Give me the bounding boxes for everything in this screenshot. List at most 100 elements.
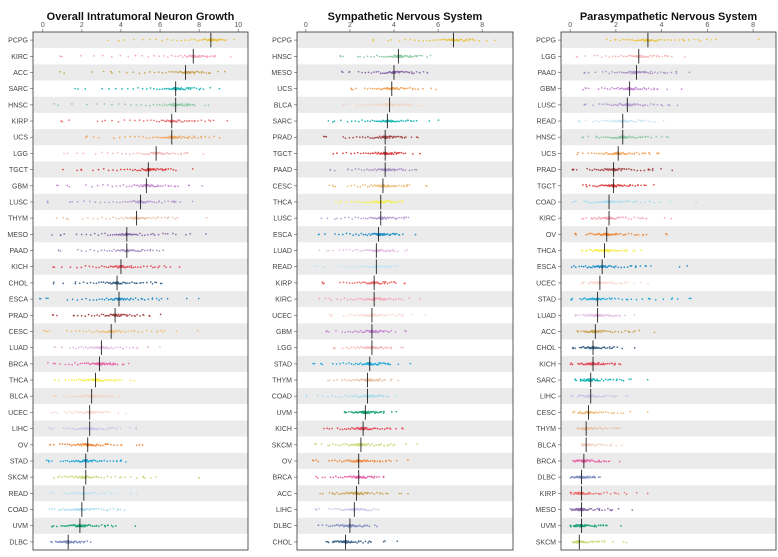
data-point [435, 88, 437, 91]
data-point [128, 217, 130, 220]
data-point [103, 491, 106, 494]
data-point [86, 347, 89, 350]
series-PRAD [51, 313, 162, 318]
data-point [67, 493, 70, 495]
data-point [197, 476, 200, 479]
data-point [371, 459, 374, 462]
data-point [134, 297, 137, 299]
data-point [86, 103, 88, 106]
data-point [373, 56, 375, 58]
data-point [207, 104, 210, 107]
data-point [114, 346, 117, 349]
data-point [142, 217, 145, 219]
category-label: ESCA [273, 232, 292, 239]
data-point [392, 185, 395, 188]
data-point [111, 185, 114, 188]
data-point [332, 153, 335, 155]
data-point [369, 87, 371, 90]
data-point [325, 250, 328, 252]
data-point [78, 540, 81, 543]
data-point [89, 524, 92, 527]
data-point [362, 281, 364, 284]
data-point [138, 119, 141, 121]
data-point [408, 184, 411, 186]
data-point [180, 39, 183, 42]
data-point [390, 266, 392, 269]
data-point [654, 40, 657, 42]
data-point [370, 216, 373, 219]
data-point [382, 330, 385, 332]
data-point [158, 88, 161, 91]
data-point [122, 184, 125, 186]
data-point [70, 460, 73, 463]
data-point [367, 509, 370, 512]
data-point [344, 443, 347, 445]
data-point [377, 70, 380, 73]
data-point [410, 136, 413, 139]
data-point [363, 331, 366, 333]
data-point [125, 266, 128, 268]
data-point [115, 233, 118, 236]
data-point [108, 249, 111, 252]
data-point [342, 443, 345, 446]
data-point [102, 167, 105, 170]
data-point [363, 525, 366, 527]
data-point [388, 281, 391, 284]
data-point [129, 475, 132, 478]
data-point [155, 120, 158, 123]
data-point [79, 443, 82, 446]
data-point [413, 39, 416, 41]
data-point [87, 378, 89, 381]
data-point [85, 362, 88, 365]
data-point [110, 396, 112, 398]
data-point [95, 475, 98, 478]
data-point [621, 38, 624, 41]
data-point [117, 313, 120, 316]
data-point [372, 169, 374, 172]
data-point [96, 443, 98, 446]
data-point [325, 524, 328, 527]
data-point [137, 184, 139, 187]
data-point [364, 347, 367, 350]
data-point [410, 71, 413, 73]
data-point [145, 88, 148, 90]
data-point [332, 185, 335, 188]
data-point [96, 314, 98, 316]
data-point [106, 524, 109, 527]
data-point [47, 427, 50, 429]
data-point [339, 281, 341, 284]
data-point [72, 460, 75, 462]
data-point [149, 87, 152, 89]
data-point [165, 104, 168, 107]
data-point [153, 119, 155, 122]
data-point [336, 217, 338, 220]
data-point [196, 70, 199, 73]
data-point [168, 70, 170, 73]
data-point [370, 72, 373, 74]
data-point [365, 460, 368, 463]
row-band [33, 517, 248, 534]
data-point [66, 459, 69, 462]
data-point [345, 363, 348, 365]
data-point [402, 299, 404, 301]
data-point [131, 281, 133, 283]
data-point [364, 265, 367, 268]
data-point [179, 201, 181, 203]
data-point [332, 443, 334, 445]
data-point [100, 281, 103, 283]
data-point [79, 411, 82, 414]
data-point [129, 200, 131, 203]
data-point [115, 428, 117, 431]
row-band [33, 485, 248, 502]
data-point [157, 168, 160, 171]
data-point [371, 152, 374, 154]
data-point [600, 56, 603, 58]
data-point [160, 297, 163, 300]
data-point [354, 298, 357, 301]
row-band [33, 469, 248, 486]
data-point [109, 298, 112, 301]
data-point [66, 299, 69, 301]
data-point [350, 266, 352, 269]
data-point [170, 54, 173, 57]
